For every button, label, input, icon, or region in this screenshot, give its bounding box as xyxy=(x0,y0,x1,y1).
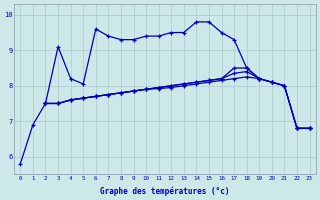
X-axis label: Graphe des températures (°c): Graphe des températures (°c) xyxy=(100,186,230,196)
